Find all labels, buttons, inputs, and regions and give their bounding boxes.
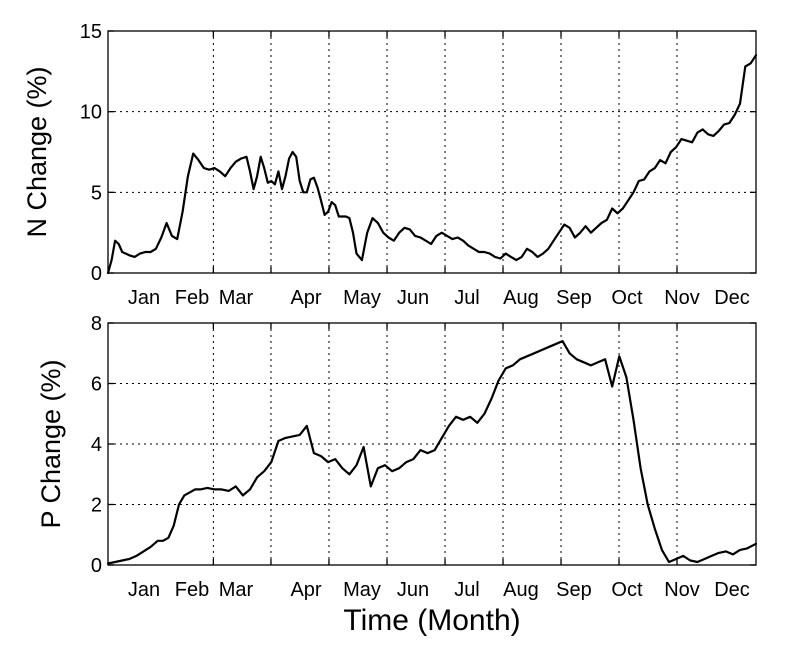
- p-change-month-label: Dec: [714, 579, 750, 601]
- n-change-month-label: Sep: [556, 287, 592, 309]
- n-change-month-label: Aug: [503, 287, 539, 309]
- p-change-month-label: Nov: [664, 579, 700, 601]
- n-change-month-label: Mar: [219, 287, 254, 309]
- p-change-month-label: Jan: [128, 579, 160, 601]
- p-change-panel: 0 2 4 6 8 Jan Feb Mar Apr May Jun Jul Aug Sep Oct Nov De…: [36, 313, 758, 637]
- p-change-ytick-label: 6: [91, 374, 102, 396]
- n-change-ytick-label: 10: [80, 102, 102, 124]
- p-change-month-label: May: [343, 579, 381, 601]
- p-change-month-label: Mar: [219, 579, 254, 601]
- p-change-ylabel: P Change (%): [36, 359, 66, 528]
- p-change-month-label: Feb: [175, 579, 209, 601]
- n-change-ylabel: N Change (%): [22, 66, 52, 237]
- p-change-axes-frame: [107, 322, 757, 566]
- n-change-month-label: Jun: [397, 287, 429, 309]
- p-change-ytick-label: 8: [91, 313, 102, 335]
- n-change-month-label: Jan: [128, 287, 160, 309]
- n-change-ytick-label: 5: [91, 182, 102, 204]
- n-change-ytick-label: 0: [91, 263, 102, 285]
- p-change-month-label: Oct: [611, 579, 643, 601]
- n-change-month-label: Nov: [664, 287, 700, 309]
- n-change-month-label: Jul: [454, 287, 480, 309]
- n-change-month-label: Feb: [175, 287, 209, 309]
- n-change-month-label: May: [343, 287, 381, 309]
- n-change-panel: 0 5 10 15 Jan Feb Mar Apr May Jun Jul Aug Sep Oct Nov D…: [22, 21, 758, 309]
- n-change-axes-frame: [107, 30, 757, 274]
- p-change-month-label: Jul: [454, 579, 480, 601]
- n-change-series-line-0: [106, 54, 758, 275]
- n-change-month-label: Apr: [290, 287, 321, 309]
- p-change-ytick-label: 0: [91, 555, 102, 577]
- p-change-month-label: Sep: [556, 579, 592, 601]
- p-change-series-line-0: [106, 340, 758, 565]
- n-change-month-label: Dec: [714, 287, 750, 309]
- p-change-ytick-label: 2: [91, 495, 102, 517]
- p-change-month-label: Aug: [503, 579, 539, 601]
- p-change-month-label: Apr: [290, 579, 321, 601]
- x-axis-title: Time (Month): [343, 604, 520, 637]
- n-change-month-label: Oct: [611, 287, 643, 309]
- p-change-ytick-label: 4: [91, 434, 102, 456]
- p-change-month-label: Jun: [397, 579, 429, 601]
- n-change-ytick-label: 15: [80, 21, 102, 43]
